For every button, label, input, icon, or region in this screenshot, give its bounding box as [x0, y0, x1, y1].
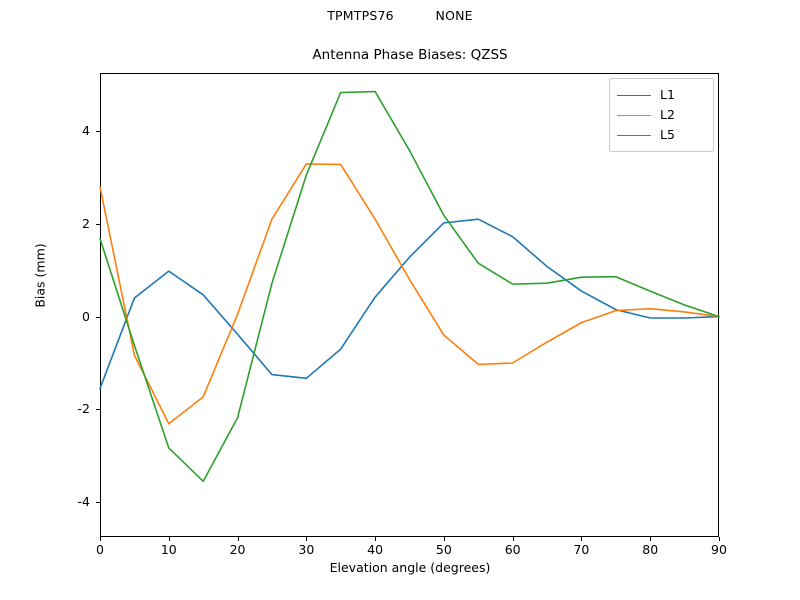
- line-series-l2: [99, 163, 720, 425]
- x-tick-mark: [306, 537, 308, 541]
- legend-item-l1: L1: [617, 85, 706, 105]
- x-tick-mark: [719, 537, 720, 541]
- line-series-l5: [99, 90, 720, 483]
- y-tick-label: -4: [77, 494, 90, 510]
- line-series-l1: [99, 218, 720, 390]
- figure-suptitle: TPMTPS76 NONE: [327, 8, 473, 23]
- x-tick-label: 0: [96, 542, 104, 557]
- x-tick-label: 50: [435, 542, 452, 557]
- x-tick-label: 20: [229, 542, 246, 557]
- x-tick-mark: [443, 537, 445, 541]
- x-tick-mark: [512, 537, 514, 541]
- y-tick-label: 2: [82, 215, 90, 231]
- y-tick-mark: [96, 223, 100, 225]
- y-tick-mark: [96, 409, 100, 411]
- x-tick-mark: [375, 537, 377, 541]
- y-axis-label: Bias (mm): [32, 243, 48, 308]
- x-tick-mark: [650, 537, 652, 541]
- y-tick-label: 4: [82, 123, 90, 138]
- x-tick-mark: [100, 537, 101, 541]
- legend-color-swatch: [617, 94, 651, 96]
- legend-item-l2: L2: [617, 105, 706, 125]
- legend-label: L5: [660, 126, 675, 142]
- x-tick-mark: [581, 537, 583, 541]
- legend-item-l5: L5: [617, 125, 706, 145]
- y-tick-mark: [96, 131, 100, 132]
- data-lines: [99, 90, 720, 483]
- x-tick-label: 30: [298, 542, 315, 557]
- y-tick-label: 0: [82, 308, 90, 324]
- legend-color-swatch: [617, 114, 651, 116]
- y-tick-mark: [96, 316, 100, 318]
- chart-title: Antenna Phase Biases: QZSS: [312, 47, 508, 63]
- x-tick-mark: [237, 537, 239, 541]
- y-tick-label: -2: [77, 401, 90, 417]
- x-tick-label: 60: [504, 542, 521, 557]
- legend-color-swatch: [617, 134, 651, 136]
- chart-legend: L1 L2 L5: [609, 78, 714, 152]
- x-axis-label: Elevation angle (degrees): [329, 560, 491, 575]
- y-tick-mark: [96, 502, 100, 504]
- legend-label: L1: [660, 86, 675, 102]
- legend-label: L2: [660, 106, 675, 122]
- x-tick-label: 90: [711, 542, 727, 557]
- x-tick-mark: [168, 537, 170, 541]
- x-tick-label: 10: [160, 542, 177, 557]
- x-tick-label: 70: [573, 542, 590, 557]
- x-tick-label: 80: [642, 542, 659, 557]
- x-tick-label: 40: [367, 542, 384, 557]
